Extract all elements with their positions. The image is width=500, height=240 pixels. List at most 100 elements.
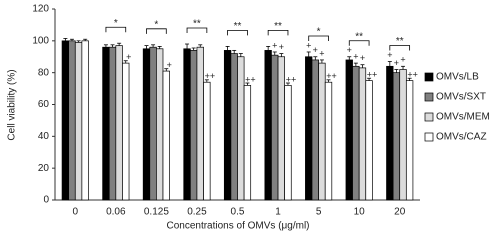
bar: [237, 56, 245, 201]
bar: [223, 50, 232, 201]
error-bar: [360, 64, 365, 68]
error-bar: [326, 79, 331, 83]
significance-marker: ++: [407, 70, 418, 80]
error-bar: [285, 82, 290, 86]
error-bar: [394, 69, 399, 73]
x-tick-label: 10: [354, 207, 366, 218]
bar: [108, 46, 117, 201]
significance-label: **: [193, 19, 201, 30]
significance-marker: +: [400, 55, 405, 65]
error-bar: [387, 61, 392, 67]
significance-label: *: [114, 18, 118, 29]
error-bar: [123, 60, 128, 64]
y-axis-label: Cell viability (%): [7, 69, 18, 140]
significance-label: **: [355, 31, 363, 42]
significance-marker: +: [360, 53, 365, 63]
bar: [386, 65, 394, 201]
significance-marker: ++: [245, 74, 256, 84]
significance-marker: +: [319, 48, 324, 58]
significance-label: **: [234, 21, 242, 32]
error-bar: [401, 65, 406, 70]
error-bar: [151, 44, 156, 48]
bar: [230, 53, 238, 201]
bar: [189, 50, 198, 201]
error-bar: [238, 53, 243, 57]
bar: [264, 50, 272, 201]
significance-marker: +: [387, 50, 392, 60]
legend-label: OMVs/CAZ: [436, 132, 487, 143]
x-tick-label: 0.25: [187, 207, 207, 218]
bar: [358, 67, 367, 201]
significance-marker: ++: [205, 71, 216, 81]
bar: [405, 80, 414, 201]
y-tick-label: 120: [32, 4, 49, 15]
x-tick-label: 1: [275, 207, 281, 218]
error-bar: [117, 42, 122, 46]
error-bar: [83, 38, 88, 41]
bar: [311, 59, 319, 201]
significance-label: *: [317, 27, 321, 38]
significance-bracket: [105, 26, 127, 33]
x-tick-label: 20: [394, 207, 406, 218]
error-bar: [185, 43, 190, 49]
bar: [365, 80, 373, 201]
significance-marker: +: [126, 52, 131, 62]
bar: [68, 40, 76, 201]
error-bar: [306, 51, 311, 57]
legend-swatch: [424, 72, 434, 82]
bar: [81, 40, 89, 201]
significance-bracket: [389, 45, 411, 51]
chart: Cell viability (%) Concentrations of OMV…: [7, 4, 490, 232]
bar: [102, 46, 110, 201]
error-bar: [198, 44, 203, 48]
bar: [243, 85, 252, 201]
legend-label: OMVs/SXT: [436, 92, 486, 103]
bar: [74, 42, 83, 201]
significance-marker: ++: [326, 71, 337, 81]
significance-marker: +: [272, 40, 277, 50]
y-tick-label: 80: [38, 67, 50, 78]
significance-marker: +: [347, 45, 352, 55]
x-tick-label: 0.06: [106, 207, 126, 218]
error-bar: [266, 46, 271, 51]
error-bar: [225, 46, 230, 51]
error-bar: [279, 53, 284, 57]
significance-bracket: [186, 27, 208, 34]
bar: [271, 54, 279, 201]
bar: [305, 56, 313, 201]
legend-swatch: [424, 92, 434, 102]
legend-swatch: [424, 112, 434, 122]
bar: [196, 46, 204, 201]
bar: [324, 81, 333, 201]
significance-bracket: [267, 30, 289, 36]
y-tick-label: 40: [38, 131, 50, 142]
error-bar: [157, 46, 162, 49]
error-bar: [204, 79, 209, 83]
significance-marker: +: [279, 42, 284, 52]
bar: [149, 46, 157, 201]
bar: [345, 59, 353, 201]
bar: [203, 81, 211, 201]
bar: [318, 62, 326, 201]
error-bar: [319, 59, 324, 64]
significance-marker: +: [394, 58, 399, 68]
x-tick-label: 5: [316, 207, 322, 218]
error-bar: [144, 45, 149, 49]
error-bar: [232, 49, 237, 54]
error-bar: [272, 51, 277, 56]
significance-bracket: [348, 40, 370, 46]
error-bar: [353, 62, 358, 67]
y-tick-label: 60: [38, 99, 50, 110]
error-bar: [76, 40, 81, 43]
bar: [115, 45, 123, 201]
bar: [122, 62, 130, 201]
significance-marker: ++: [367, 70, 378, 80]
x-tick-label: 0.5: [231, 207, 245, 218]
significance-label: *: [154, 19, 158, 30]
y-tick-label: 100: [32, 35, 49, 46]
bar: [284, 85, 292, 201]
error-bar: [407, 77, 412, 81]
error-bar: [367, 77, 372, 81]
bar: [277, 56, 286, 201]
significance-label: **: [274, 21, 282, 32]
